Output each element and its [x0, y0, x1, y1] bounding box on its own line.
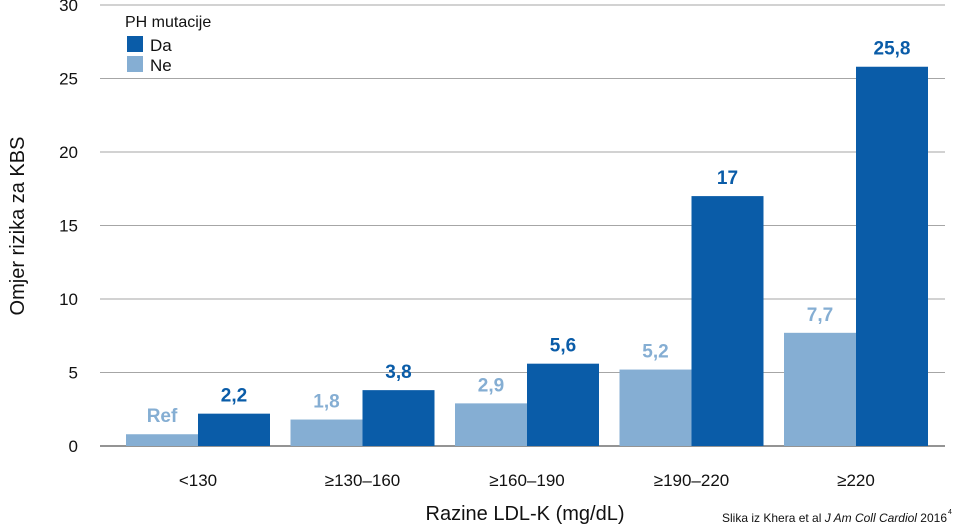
y-axis-title: Omjer rizika za KBS: [7, 137, 29, 316]
bar-ne: [455, 403, 527, 446]
legend-swatch-da: [127, 36, 143, 52]
data-label-da: 17: [717, 168, 738, 189]
data-label-ne: 1,8: [313, 392, 339, 413]
data-label-ne: 7,7: [807, 305, 833, 326]
y-axis-ticks: 0 5 10 15 20 25 30: [59, 0, 78, 456]
y-tick-label: 10: [59, 290, 78, 309]
legend-label-ne: Ne: [150, 56, 172, 75]
source-journal: J Am Coll Cardiol: [824, 511, 918, 525]
data-label-ne: 5,2: [642, 342, 668, 363]
bar-ne: [290, 419, 363, 446]
bar-da: [856, 66, 928, 447]
x-category-label: ≥130–160: [325, 471, 401, 490]
source-prefix: Slika iz Khera et al: [722, 511, 825, 525]
data-label-da: 25,8: [874, 39, 911, 60]
bar-da: [198, 413, 270, 446]
data-label-da: 2,2: [221, 386, 247, 407]
x-category-label: ≥160–190: [489, 471, 565, 490]
y-tick-label: 20: [59, 143, 78, 162]
data-label-ne: 2,9: [478, 375, 504, 396]
x-category-label: <130: [179, 471, 217, 490]
data-label-da: 5,6: [550, 336, 576, 357]
data-label-da: 3,8: [385, 362, 411, 383]
y-tick-label: 15: [59, 217, 78, 236]
source-year: 2016: [917, 511, 947, 525]
x-category-label: ≥220: [837, 471, 875, 490]
legend-swatch-ne: [127, 56, 143, 72]
legend-label-da: Da: [150, 36, 172, 55]
bar-ne: [619, 369, 692, 446]
bar-ne: [126, 434, 198, 446]
source-footnote-marker: 4: [948, 509, 952, 516]
bars: [126, 66, 928, 447]
source-citation: Slika iz Khera et al J Am Coll Cardiol 2…: [722, 511, 947, 525]
data-labels: Ref 2,2 1,8 3,8 2,9 5,6 5,2 17 7,7 25,8: [147, 39, 911, 427]
legend: PH mutacije Da Ne: [125, 14, 211, 75]
y-tick-label: 30: [59, 0, 78, 15]
bar-da: [362, 390, 435, 446]
bar-da: [527, 363, 599, 446]
bar-ne: [784, 332, 856, 446]
legend-title: PH mutacije: [125, 14, 211, 31]
x-axis-categories: <130 ≥130–160 ≥160–190 ≥190–220 ≥220: [179, 471, 875, 490]
data-label-ne: Ref: [147, 406, 178, 427]
y-tick-label: 25: [59, 70, 78, 89]
y-tick-label: 5: [69, 364, 78, 383]
x-category-label: ≥190–220: [654, 471, 730, 490]
bar-da: [691, 196, 764, 446]
y-tick-label: 0: [69, 437, 78, 456]
x-axis-title: Razine LDL-K (mg/dL): [426, 503, 625, 525]
